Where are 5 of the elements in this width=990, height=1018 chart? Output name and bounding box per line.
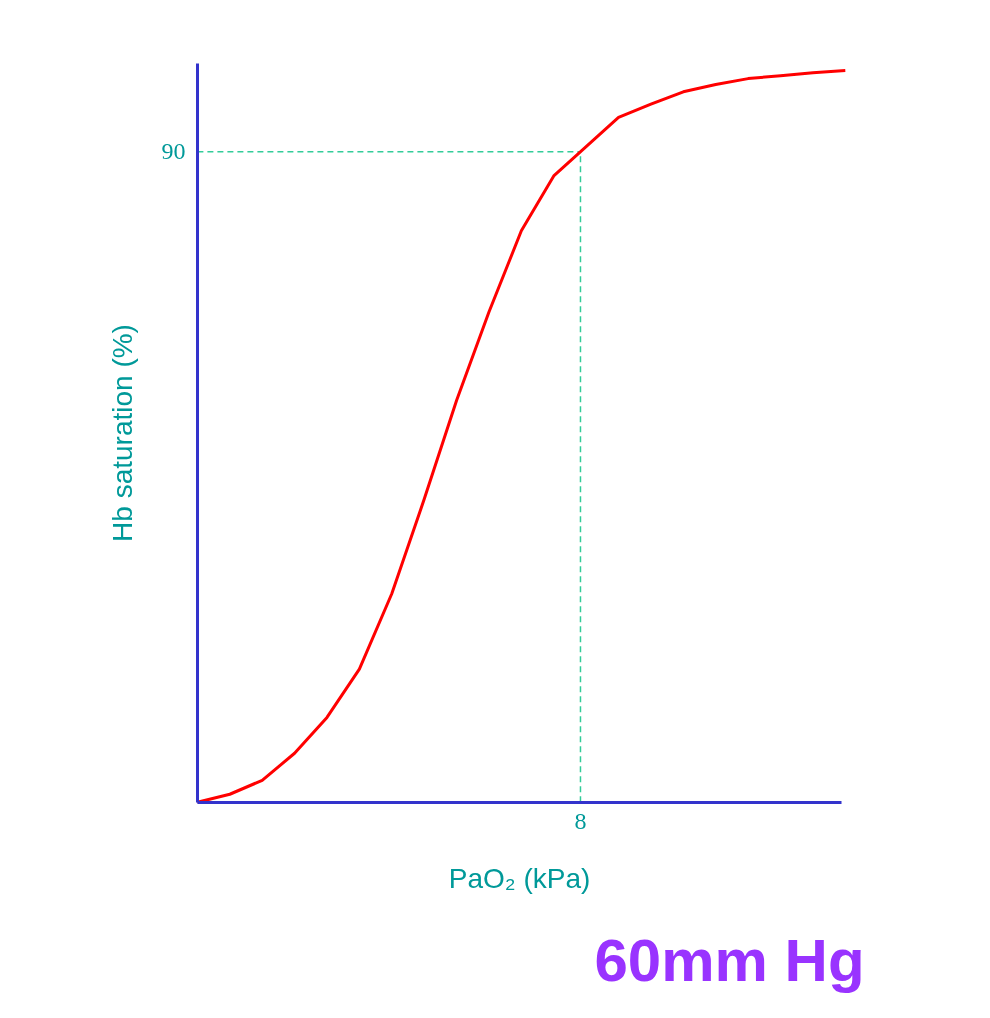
text: 60mm Hg [594, 927, 865, 995]
text: 90 [161, 138, 186, 165]
y-axis-title: Hb saturation (%) [106, 324, 138, 542]
text: 8 [574, 808, 587, 835]
x-axis-title: PaO₂ (kPa) [448, 862, 591, 894]
